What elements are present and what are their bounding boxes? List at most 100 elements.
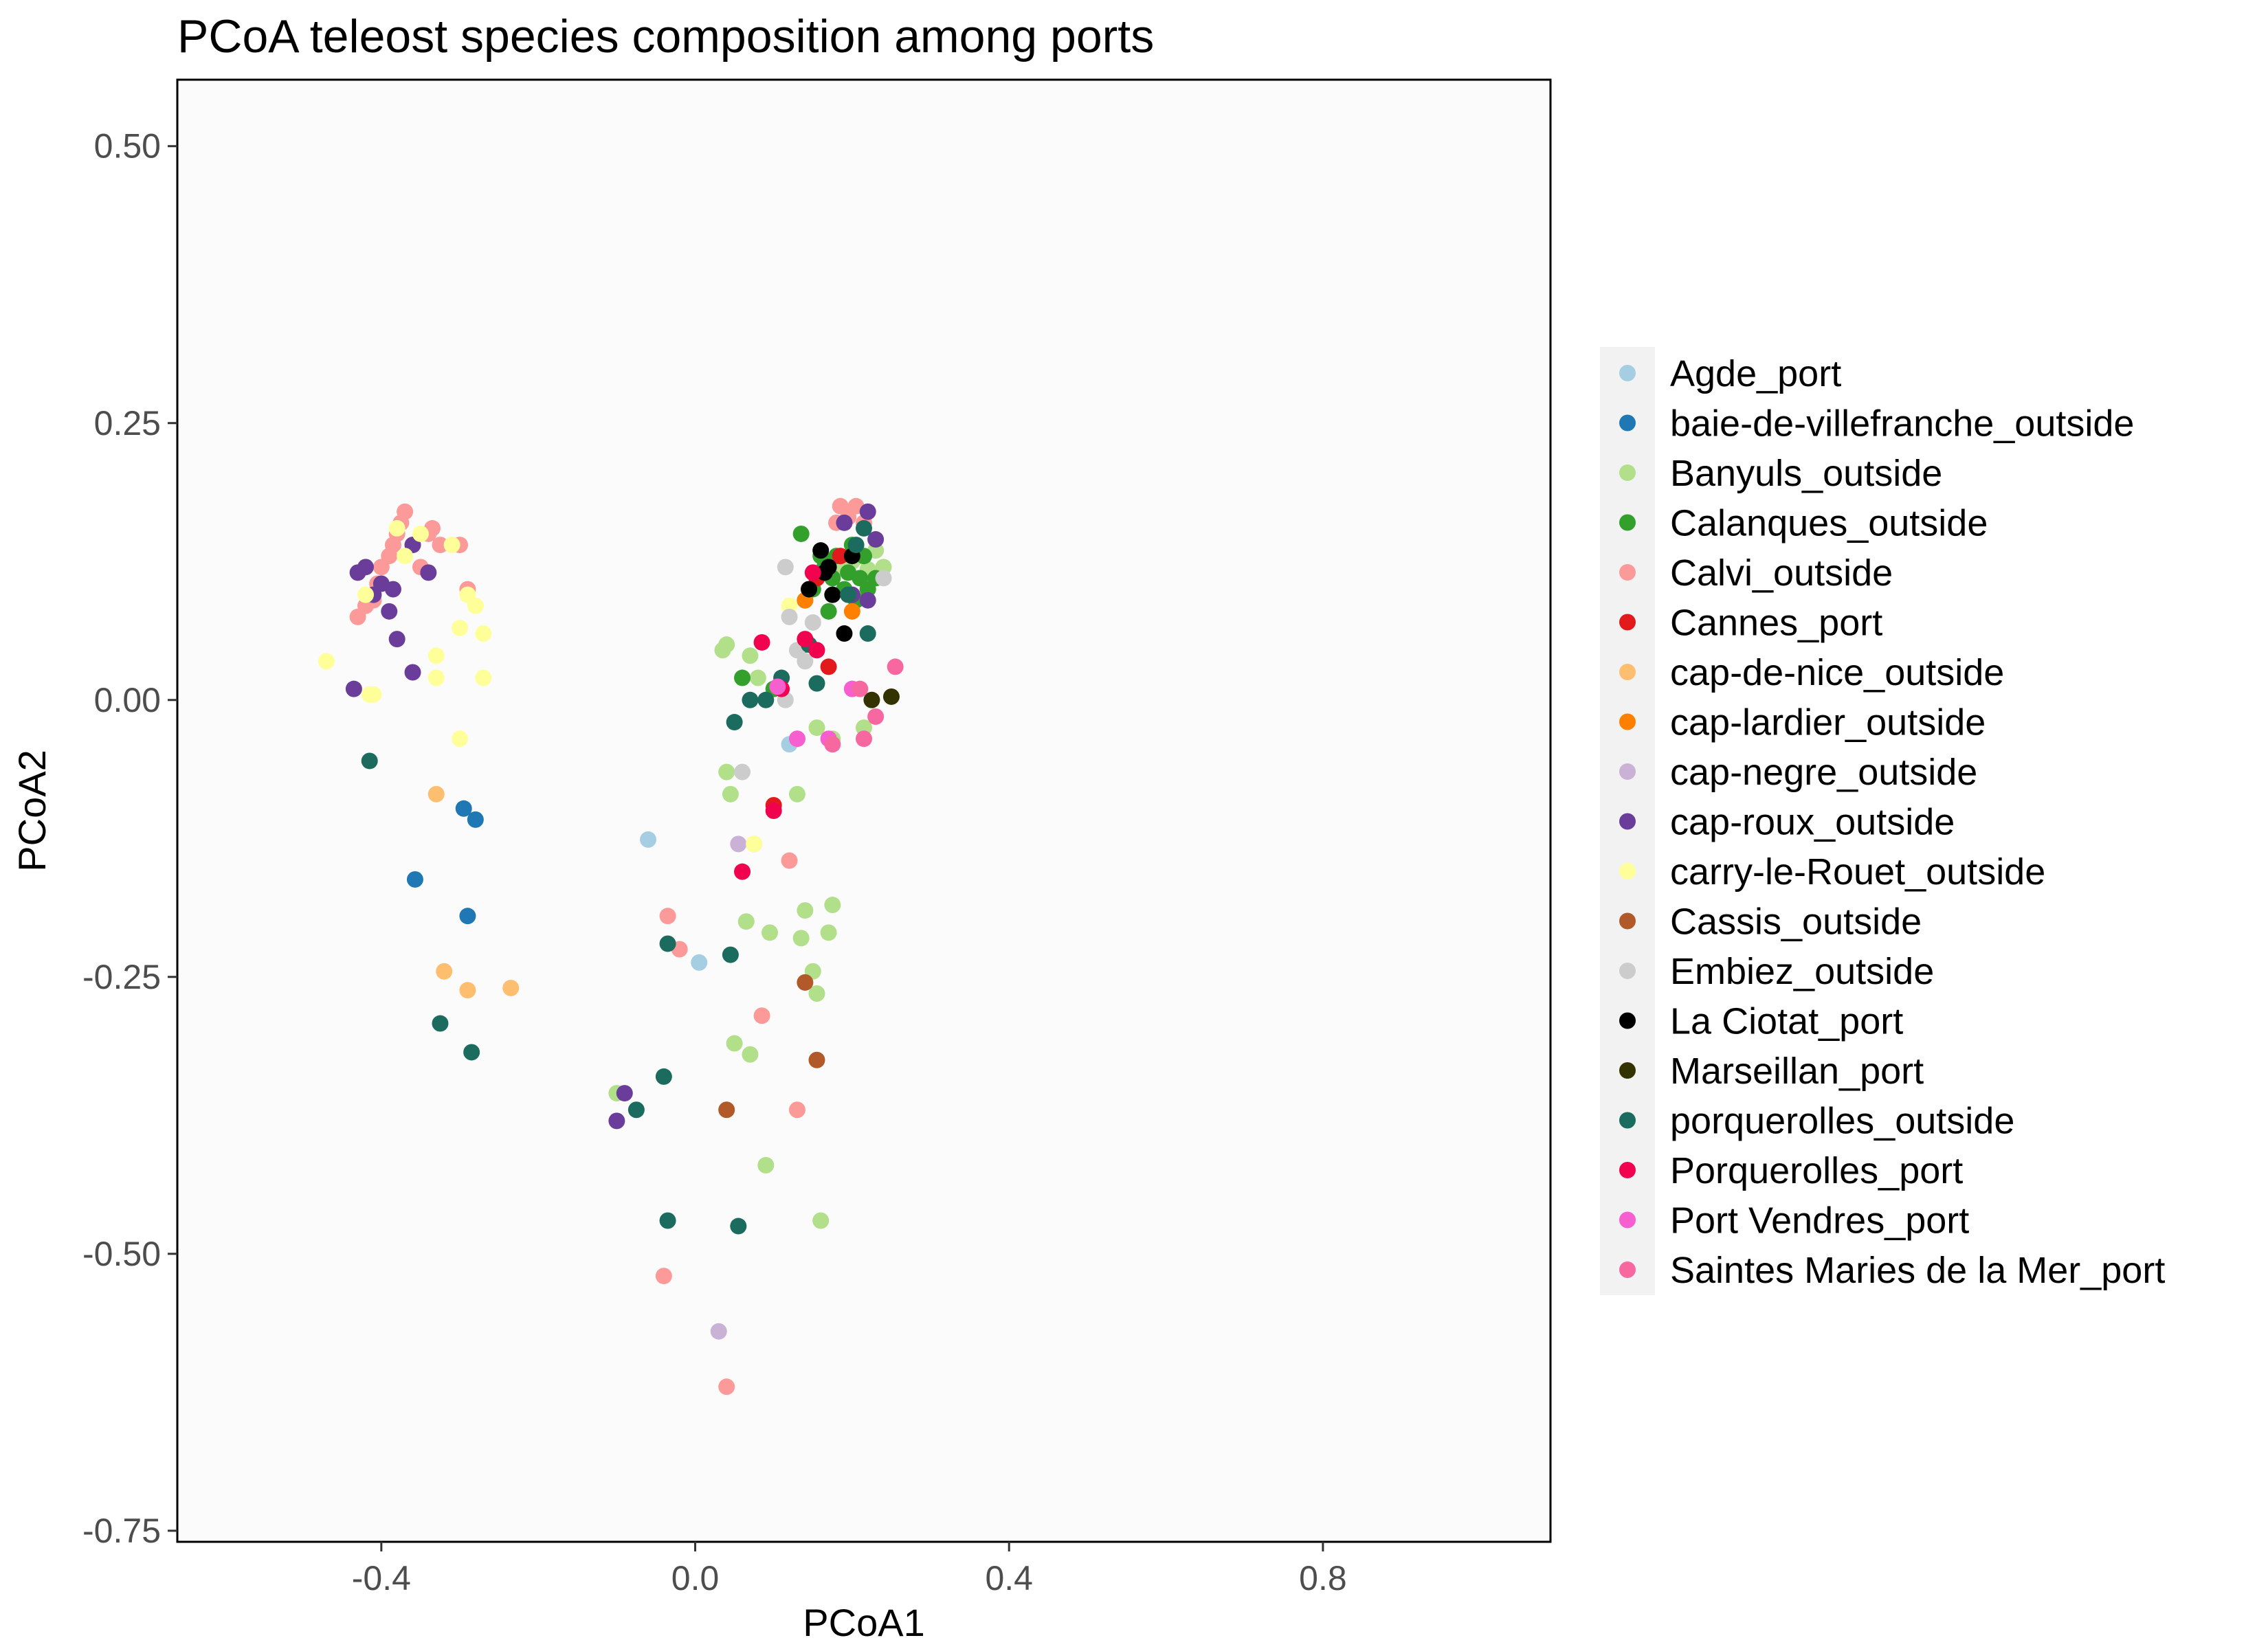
point-carry-le-rouet-outside: [318, 653, 335, 670]
point-banyuls-outside: [757, 1156, 775, 1174]
point-cap-roux-outside: [388, 631, 405, 648]
point-porquerolles-outside: [757, 691, 775, 708]
point-cap-roux-outside: [608, 1112, 625, 1130]
y-tick-label: 0.25: [94, 404, 161, 442]
legend-label-cap-de-nice-outside: cap-de-nice_outside: [1670, 652, 2004, 693]
point-carry-le-rouet-outside: [412, 525, 429, 542]
point-porquerolles-port: [797, 631, 814, 648]
legend-key-cap-roux-outside: [1619, 813, 1636, 830]
point-banyuls-outside: [718, 636, 735, 653]
point-banyuls-outside: [718, 763, 735, 781]
point-baie-de-villefranche-outside: [459, 908, 476, 925]
legend-label-marseillan-port: Marseillan_port: [1670, 1051, 1924, 1092]
legend-label-porquerolles-port: Porquerolles_port: [1670, 1150, 1963, 1191]
point-agde-port: [691, 954, 708, 971]
point-banyuls-outside: [726, 1035, 743, 1052]
point-baie-de-villefranche-outside: [467, 811, 484, 828]
legend-label-la-ciotat-port: La Ciotat_port: [1670, 1001, 1903, 1042]
legend-label-banyuls-outside: Banyuls_outside: [1670, 453, 1942, 494]
point-banyuls-outside: [797, 902, 814, 919]
point-calvi-outside: [753, 1007, 770, 1024]
point-banyuls-outside: [742, 647, 759, 664]
point-porquerolles-outside: [659, 935, 676, 952]
point-carry-le-rouet-outside: [475, 669, 492, 686]
y-tick-label: -0.50: [82, 1235, 161, 1273]
point-porquerolles-port: [734, 863, 751, 880]
point-porquerolles-outside: [726, 714, 743, 731]
legend-label-cap-lardier-outside: cap-lardier_outside: [1670, 702, 1986, 743]
x-tick-label: 0.8: [1299, 1559, 1347, 1597]
point-embiez-outside: [797, 653, 814, 670]
legend-key-cap-de-nice-outside: [1619, 664, 1636, 680]
point-marseillan-port: [882, 688, 900, 705]
point-embiez-outside: [875, 570, 892, 587]
point-porquerolles-outside: [840, 586, 857, 603]
point-cap-de-nice-outside: [436, 963, 453, 980]
point-cap-de-nice-outside: [459, 982, 476, 999]
legend-key-la-ciotat-port: [1619, 1012, 1636, 1029]
point-porquerolles-outside: [627, 1101, 645, 1119]
legend-label-cap-roux-outside: cap-roux_outside: [1670, 802, 1955, 843]
point-cap-roux-outside: [404, 664, 421, 681]
legend-key-embiez-outside: [1619, 963, 1636, 979]
legend-key-saintes-maries-de-la-mer-port: [1619, 1261, 1636, 1278]
point-cap-roux-outside: [384, 581, 401, 598]
point-banyuls-outside: [722, 785, 739, 803]
point-la-ciotat-port: [812, 542, 830, 559]
point-carry-le-rouet-outside: [443, 537, 460, 554]
point-cap-lardier-outside: [843, 603, 860, 620]
point-carry-le-rouet-outside: [452, 730, 469, 748]
y-axis: 0.50 0.25 0.00 -0.25 -0.50 -0.75: [82, 127, 177, 1550]
point-cassis-outside: [808, 1051, 825, 1068]
point-porquerolles-outside: [432, 1015, 449, 1032]
x-tick-label: 0.4: [985, 1559, 1033, 1597]
point-porquerolles-outside: [722, 946, 739, 963]
point-calvi-outside: [655, 1268, 672, 1285]
y-tick-label: -0.25: [82, 958, 161, 996]
legend-key-baie-de-villefranche-outside: [1619, 414, 1636, 431]
point-banyuls-outside: [788, 785, 805, 803]
point-banyuls-outside: [808, 985, 825, 1002]
legend-label-port-vendres-port: Port Vendres_port: [1670, 1200, 1969, 1242]
point-porquerolles-port: [753, 633, 770, 651]
point-cap-negre-outside: [710, 1323, 727, 1340]
point-banyuls-outside: [761, 924, 778, 941]
point-porquerolles-port: [808, 642, 825, 659]
legend-label-porquerolles-outside: porquerolles_outside: [1670, 1101, 2014, 1142]
point-baie-de-villefranche-outside: [455, 800, 472, 817]
point-la-ciotat-port: [801, 581, 818, 598]
point-carry-le-rouet-outside: [427, 647, 445, 664]
point-embiez-outside: [777, 559, 794, 576]
point-calvi-outside: [659, 908, 676, 925]
point-port-vendres-port: [788, 730, 805, 748]
point-carry-le-rouet-outside: [467, 597, 484, 614]
point-carry-le-rouet-outside: [746, 835, 763, 853]
point-carry-le-rouet-outside: [365, 686, 382, 703]
point-calanques-outside: [820, 603, 837, 620]
legend-key-port-vendres-port: [1619, 1211, 1636, 1229]
point-calvi-outside: [432, 537, 449, 554]
legend-key-cannes-port: [1619, 614, 1636, 631]
y-tick-label: -0.75: [82, 1512, 161, 1550]
x-axis-title: PCoA1: [803, 1601, 924, 1644]
point-banyuls-outside: [737, 913, 755, 930]
point-cap-de-nice-outside: [502, 979, 520, 996]
y-axis-title: PCoA2: [10, 750, 54, 871]
point-carry-le-rouet-outside: [397, 548, 414, 565]
legend-key-cassis-outside: [1619, 912, 1636, 930]
point-marseillan-port: [863, 691, 880, 708]
point-porquerolles-port: [804, 564, 821, 581]
legend-key-porquerolles-outside: [1619, 1112, 1636, 1129]
point-banyuls-outside: [824, 897, 841, 914]
point-saintes-maries-de-la-mer-port: [852, 680, 869, 697]
point-cap-roux-outside: [420, 564, 437, 581]
point-porquerolles-outside: [856, 519, 872, 537]
point-banyuls-outside: [742, 1046, 759, 1063]
legend-key-calvi-outside: [1619, 564, 1636, 581]
point-calanques-outside: [734, 669, 751, 686]
x-tick-label: 0.0: [671, 1559, 720, 1597]
point-porquerolles-outside: [730, 1218, 747, 1235]
point-porquerolles-outside: [463, 1044, 480, 1061]
legend-key-agde-port: [1619, 365, 1636, 381]
